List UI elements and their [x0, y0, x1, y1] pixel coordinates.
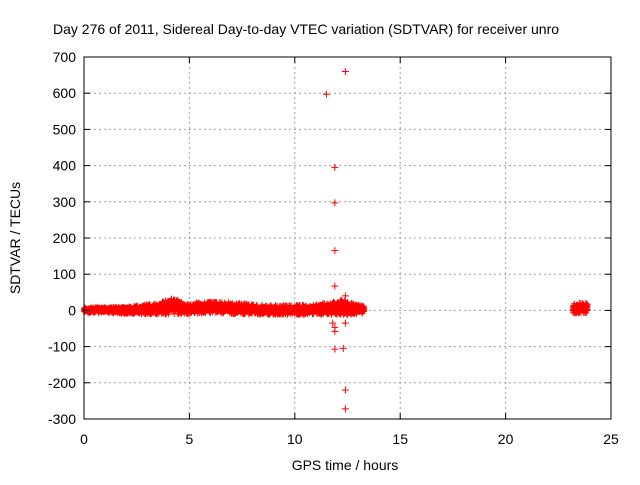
y-tick-label: 600	[53, 85, 77, 101]
outlier-points	[322, 67, 349, 413]
data-point	[584, 303, 591, 310]
plot-frame	[83, 56, 612, 420]
outlier-point	[331, 247, 339, 255]
y-tick-label: 200	[53, 230, 77, 246]
chart-title: Day 276 of 2011, Sidereal Day-to-day VTE…	[53, 21, 559, 37]
outlier-point	[331, 199, 339, 207]
outlier-point	[341, 67, 349, 75]
outlier-point	[341, 386, 349, 394]
outlier-point	[331, 163, 339, 171]
x-tick-label: 5	[186, 431, 194, 447]
outlier-point	[331, 327, 339, 335]
axes: -300 -200 -100 0 100 200 300 400 500 600 700 0 5 10 15…	[48, 49, 619, 447]
outlier-point	[337, 301, 345, 309]
data-point	[361, 306, 368, 313]
x-axis-label: GPS time / hours	[292, 457, 399, 473]
y-axis-label: SDTVAR / TECUs	[7, 182, 23, 294]
y-tick-label: 300	[53, 194, 77, 210]
y-tick-label: 500	[53, 121, 77, 137]
y-tick-label: -200	[48, 375, 76, 391]
data-band	[80, 295, 368, 319]
outlier-point	[331, 282, 339, 290]
outlier-point	[341, 405, 349, 413]
y-tick-label: -100	[48, 339, 76, 355]
y-tick-label: 100	[53, 266, 77, 282]
y-tick-label: 0	[68, 302, 76, 318]
y-tick-label: 400	[53, 158, 77, 174]
x-tick-label: 20	[498, 431, 514, 447]
outlier-point	[331, 345, 339, 353]
grid-lines	[84, 57, 611, 419]
x-tick-label: 15	[392, 431, 408, 447]
outlier-point	[341, 319, 349, 327]
data-bands	[80, 295, 591, 319]
y-tick-label: -300	[48, 411, 76, 427]
outlier-point	[339, 344, 347, 352]
x-tick-label: 10	[287, 431, 303, 447]
outlier-point	[322, 90, 330, 98]
x-tick-label: 0	[80, 431, 88, 447]
x-tick-label: 25	[603, 431, 619, 447]
y-tick-label: 700	[53, 49, 77, 65]
outlier-point	[329, 319, 337, 327]
data-band	[569, 299, 591, 317]
outlier-point	[341, 292, 349, 300]
